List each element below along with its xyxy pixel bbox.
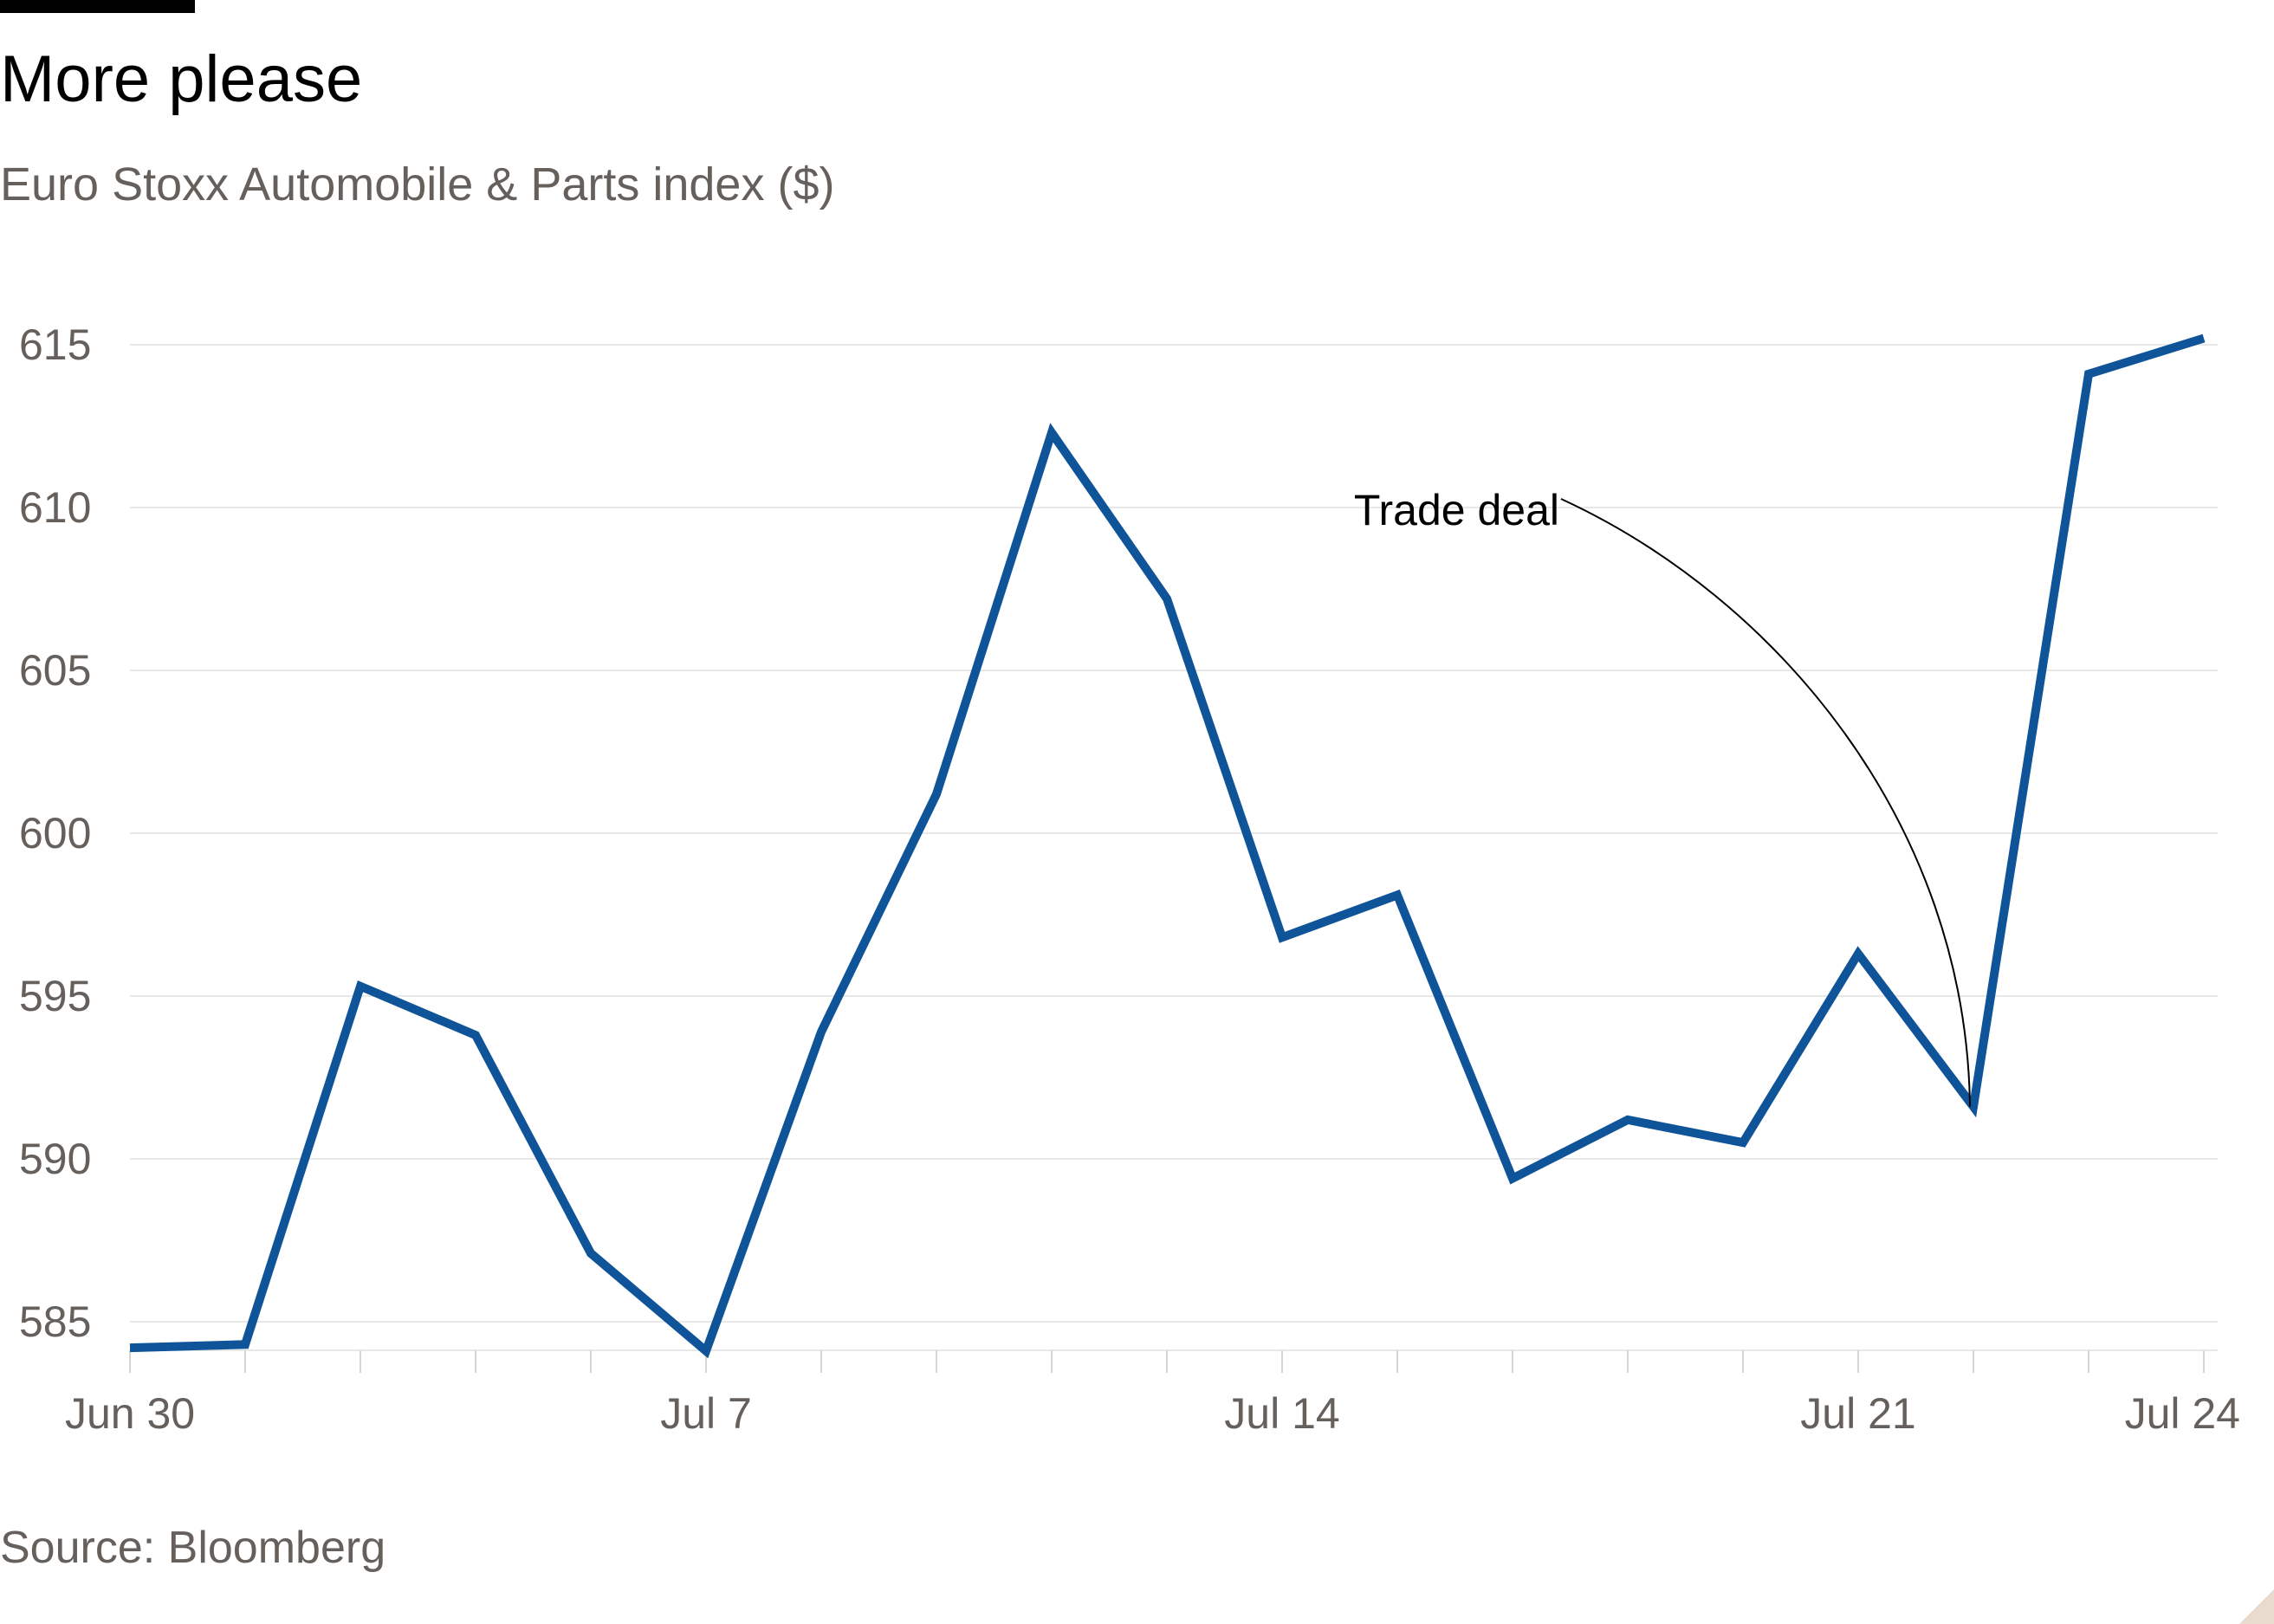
source-note: Source: Bloomberg (0, 1523, 386, 1573)
y-tick-label: 615 (19, 320, 91, 369)
chart-title: More please (0, 42, 363, 116)
y-tick-label: 590 (19, 1135, 91, 1183)
x-tick-label: Jul 21 (1800, 1389, 1915, 1438)
annotation-label: Trade deal (1354, 486, 1559, 534)
series-line (129, 333, 2206, 1359)
x-tick-label: Jun 30 (65, 1389, 195, 1438)
chart-subtitle: Euro Stoxx Automobile & Parts index ($) (0, 159, 835, 210)
y-tick-label: 595 (19, 972, 91, 1020)
x-tick-label: Jul 7 (660, 1389, 752, 1438)
y-tick-label: 600 (19, 809, 91, 857)
y-tick-label: 585 (19, 1297, 91, 1346)
y-tick-label: 605 (19, 646, 91, 695)
brand-bar (0, 0, 195, 13)
y-tick-label: 610 (19, 483, 91, 532)
x-tick-label: Jul 24 (2125, 1389, 2240, 1438)
corner-decoration (2239, 1589, 2274, 1624)
x-tick-label: Jul 14 (1224, 1389, 1339, 1438)
annotation-connector (1560, 498, 1971, 1107)
